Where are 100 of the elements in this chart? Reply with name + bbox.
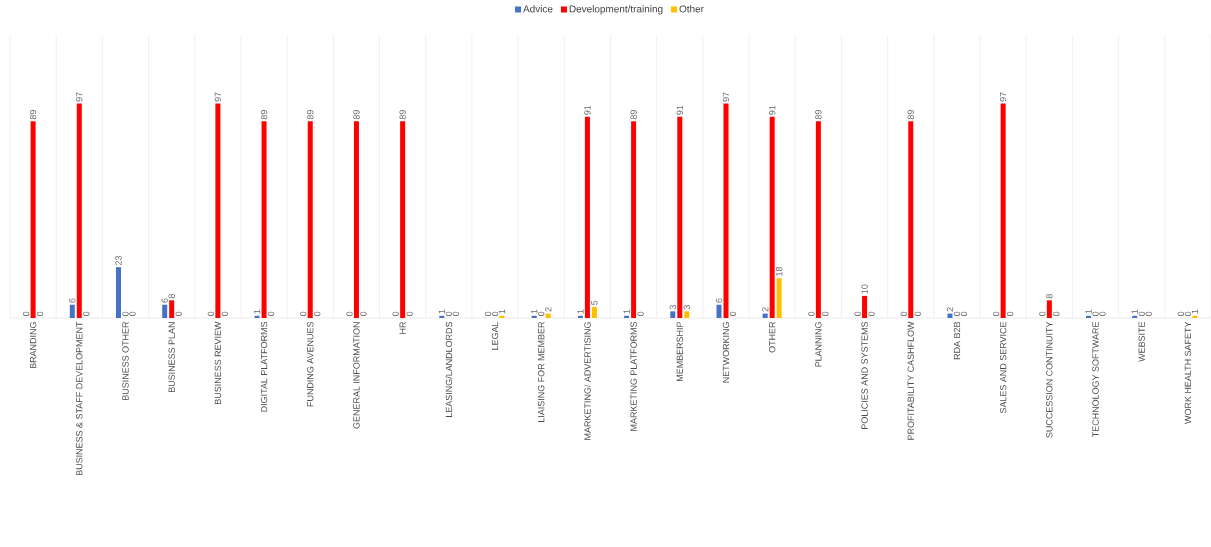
x-tick-label: LEASING/LANDLORDS	[445, 321, 453, 417]
x-tick-label: MEMBERSHIP	[676, 321, 683, 382]
bar	[499, 315, 505, 318]
bar	[577, 315, 583, 318]
data-label: 0	[267, 311, 275, 316]
x-tick-label: FUNDING AVENUES	[307, 321, 314, 407]
data-label: 1	[531, 309, 538, 314]
x-tick-label: GENERAL INFORMATION	[353, 322, 360, 429]
x-tick-label: LIAISING FOR MEMBER	[538, 321, 545, 422]
data-label: 0	[868, 311, 875, 316]
data-label: 89	[399, 110, 406, 120]
data-label: 0	[1177, 311, 1185, 316]
bar	[716, 304, 722, 318]
x-tick-label: MARKETING/ ADVERTISING	[584, 322, 591, 440]
data-label: 0	[314, 311, 321, 316]
legend-label: Other	[679, 5, 704, 13]
bar	[1132, 315, 1138, 318]
data-label: 8	[1046, 294, 1053, 299]
bar	[69, 304, 75, 318]
data-label: 0	[900, 311, 907, 316]
data-label: 6	[715, 298, 723, 303]
data-label: 0	[854, 311, 861, 316]
data-label: 89	[630, 110, 637, 120]
data-label: 0	[445, 311, 453, 316]
bar	[723, 103, 729, 318]
bar	[439, 315, 445, 318]
bar	[776, 278, 782, 318]
bar	[684, 311, 690, 318]
x-tick-label: BUSINESS & STAFF DEVELOPMENT	[76, 321, 83, 476]
data-label: 0	[1184, 311, 1192, 316]
bar	[677, 116, 683, 318]
x-tick-label: OTHER	[769, 321, 776, 353]
data-label: 97	[722, 92, 730, 102]
x-tick-label: BUSINESS OTHER	[122, 321, 129, 400]
x-tick-label: BUSINESS REVIEW	[214, 321, 222, 404]
data-label: 23	[115, 255, 122, 266]
data-label: 18	[775, 266, 783, 276]
legend-label: Advice	[523, 5, 553, 13]
data-label: 0	[1039, 311, 1046, 316]
data-label: 1	[498, 309, 506, 314]
data-label: 0	[914, 311, 921, 316]
data-label: 91	[769, 105, 776, 115]
data-label: 0	[1145, 311, 1152, 316]
bar	[545, 313, 551, 318]
bar	[531, 315, 537, 318]
data-label: 8	[168, 294, 175, 299]
data-label: 97	[214, 92, 222, 102]
data-label: 89	[29, 110, 37, 120]
x-tick-label: DIGITAL PLATFORMS	[260, 321, 268, 412]
x-tick-label: RDA B2B	[953, 322, 961, 360]
data-label: 97	[999, 92, 1007, 102]
data-label: 89	[907, 110, 914, 120]
x-tick-label: SUCCESSION CONTINUITY	[1046, 321, 1053, 438]
bar	[769, 116, 775, 318]
data-label: 0	[36, 311, 44, 316]
data-label: 0	[484, 311, 492, 316]
data-label: 6	[161, 298, 168, 303]
bar	[762, 313, 768, 318]
x-tick-label: HR	[399, 321, 406, 334]
data-label: 89	[260, 110, 268, 120]
data-label: 0	[1092, 311, 1099, 316]
bar	[400, 121, 406, 318]
data-label: 5	[591, 300, 598, 305]
data-label: 97	[76, 92, 83, 102]
bar	[1000, 103, 1006, 318]
bar	[908, 121, 914, 318]
x-tick-label: BUSINESS PLAN	[168, 322, 175, 393]
bar	[307, 121, 313, 318]
data-label: 1	[438, 309, 445, 314]
data-label: 0	[1006, 311, 1014, 316]
data-label: 0	[452, 311, 459, 316]
data-label: 0	[822, 311, 829, 316]
x-tick-label: MARKETING PLATFORMS	[630, 321, 637, 431]
x-tick-label: TECHNOLOGY SOFTWARE	[1092, 321, 1099, 438]
data-label: 2	[762, 307, 769, 312]
bar	[115, 267, 121, 318]
data-label: 0	[221, 311, 229, 316]
data-label: 1	[1085, 309, 1092, 314]
data-label: 0	[1138, 311, 1145, 316]
data-label: 2	[946, 307, 954, 312]
bar	[162, 304, 168, 318]
x-tick-label: POLICIES AND SYSTEMS	[861, 321, 868, 429]
bar	[584, 116, 590, 318]
bar	[862, 295, 868, 318]
data-label: 1	[253, 309, 261, 314]
data-label: 0	[960, 311, 968, 316]
data-label: 0	[729, 311, 737, 316]
data-label: 89	[307, 110, 314, 120]
data-label: 0	[992, 311, 1000, 316]
data-label: 0	[1053, 311, 1060, 316]
data-label: 0	[122, 311, 129, 316]
x-tick-label: WORK HEALTH SAFETY	[1184, 321, 1192, 424]
data-label: 0	[207, 311, 215, 316]
data-label: 89	[815, 110, 822, 120]
data-label: 0	[22, 311, 30, 316]
x-tick-label: WEBSITE	[1138, 321, 1145, 362]
bar	[815, 121, 821, 318]
data-label: 2	[545, 307, 552, 312]
data-label: 0	[406, 311, 413, 316]
data-label: 6	[69, 298, 76, 303]
